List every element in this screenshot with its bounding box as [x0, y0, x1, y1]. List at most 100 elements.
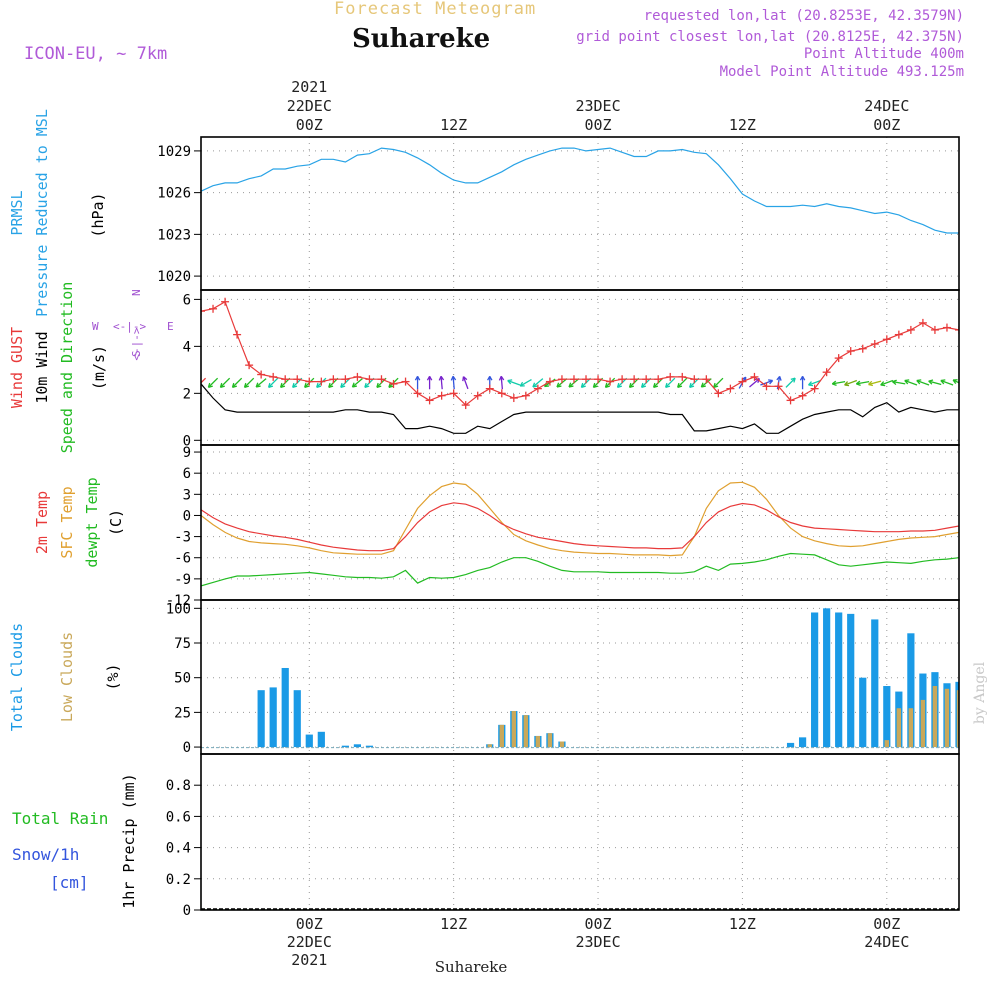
arrow-head — [519, 381, 524, 387]
top-tick-label: 22DEC — [287, 97, 332, 115]
arrow-shaft — [500, 376, 504, 390]
wind-direction-arrow — [928, 379, 942, 386]
gust-marker — [533, 384, 542, 393]
y-tick-label: 1026 — [157, 186, 191, 202]
gust-marker — [437, 391, 446, 400]
gust-marker — [666, 372, 675, 381]
arrow-shaft — [232, 377, 243, 388]
y-tick-label: 0 — [183, 903, 191, 919]
gust-marker — [702, 375, 711, 384]
wind-direction-arrow — [831, 380, 846, 386]
arrow-head — [243, 382, 247, 388]
total-cloud-bar — [991, 712, 998, 747]
wind-direction-arrow — [426, 375, 433, 390]
arrow-head — [928, 379, 934, 382]
gust-marker — [738, 377, 747, 386]
y-tick-label: 0.4 — [166, 841, 191, 857]
arrow-head — [604, 382, 608, 388]
arrow-head — [665, 382, 668, 388]
wind-direction-arrow — [665, 377, 676, 388]
gust-marker — [942, 323, 951, 332]
grid-point-coordinates: grid point closest lon,lat (20.8125E, 42… — [576, 29, 964, 45]
arrow-shaft — [255, 378, 267, 388]
top-tick-label: 23DEC — [575, 97, 620, 115]
wind-direction-arrow — [952, 379, 959, 385]
gust-marker — [822, 368, 831, 377]
arrow-head — [793, 377, 796, 383]
arrow-head — [640, 382, 644, 388]
model-label: ICON-EU, ~ 7km — [24, 44, 168, 64]
gust-marker — [497, 389, 506, 398]
y-tick-label: 3 — [183, 487, 191, 503]
panel-label: Total Clouds — [8, 623, 26, 731]
arrow-head — [652, 382, 656, 388]
series-sfc-temp — [201, 481, 959, 557]
wind-direction-arrow — [916, 379, 930, 386]
gust-marker — [401, 377, 410, 386]
gust-marker — [955, 325, 959, 334]
arrow-head — [977, 380, 979, 384]
arrow-head — [916, 379, 922, 382]
gust-marker — [257, 370, 266, 379]
bottom-tick-label: 24DEC — [864, 933, 909, 951]
gust-marker — [329, 375, 338, 384]
gust-marker — [774, 382, 783, 391]
arrow-head — [689, 382, 692, 388]
total-cloud-bar — [835, 612, 843, 748]
arrow-shaft — [507, 379, 521, 386]
arrow-shaft — [352, 378, 363, 388]
arrow-shaft — [892, 380, 906, 385]
total-cloud-bar — [281, 667, 289, 748]
arrow-shaft — [532, 378, 544, 388]
panel-frame — [200, 289, 960, 446]
y-tick-label: 1023 — [157, 227, 191, 243]
panel-label: (%) — [104, 663, 122, 690]
arrow-head — [868, 380, 873, 385]
footer-location: Suhareke — [435, 958, 508, 976]
gust-marker — [209, 304, 218, 313]
arrow-head — [304, 382, 307, 388]
y-tick-label: 50 — [174, 671, 191, 687]
wind-direction-arrow — [940, 379, 954, 386]
arrow-shaft — [713, 377, 724, 388]
gust-marker — [798, 391, 807, 400]
y-tick-label: 0 — [183, 508, 191, 524]
panel-label: 10m Wind — [33, 331, 51, 403]
wind-direction-arrow — [904, 379, 918, 386]
arrow-shaft — [440, 376, 443, 390]
wind-direction-arrow — [519, 378, 532, 387]
low-cloud-bar — [487, 744, 492, 748]
arrow-head — [364, 382, 367, 388]
plot-temperature — [201, 481, 959, 587]
arrow-shaft — [244, 377, 255, 388]
series-2m-temp — [201, 502, 959, 552]
wind-direction-arrow — [808, 379, 821, 387]
arrow-head — [417, 375, 421, 381]
bottom-tick-label: 12Z — [440, 915, 467, 933]
low-cloud-bar — [559, 741, 565, 748]
arrow-head — [965, 381, 968, 384]
arrow-shaft — [977, 380, 988, 387]
arrow-head — [207, 382, 211, 388]
arrow-head — [713, 382, 716, 388]
arrow-head — [831, 380, 837, 385]
gust-marker — [461, 401, 470, 410]
arrow-head — [340, 382, 343, 388]
wind-direction-arrow — [977, 380, 988, 387]
y-tick-label: 0.2 — [166, 872, 191, 888]
gust-marker — [618, 375, 627, 384]
total-cloud-bar — [811, 612, 819, 748]
gust-marker — [930, 325, 939, 334]
arrow-shaft — [201, 377, 207, 384]
arrow-head — [280, 382, 283, 388]
arrow-head — [196, 386, 200, 387]
gust-marker — [582, 375, 591, 384]
bottom-tick-label: 12Z — [729, 915, 756, 933]
gust-marker — [473, 391, 482, 400]
arrow-shaft — [785, 377, 796, 388]
gust-marker — [678, 372, 687, 381]
chart-title: Forecast Meteogram — [334, 0, 537, 19]
total-cloud-bar — [353, 744, 362, 748]
total-cloud-bar — [786, 742, 795, 748]
